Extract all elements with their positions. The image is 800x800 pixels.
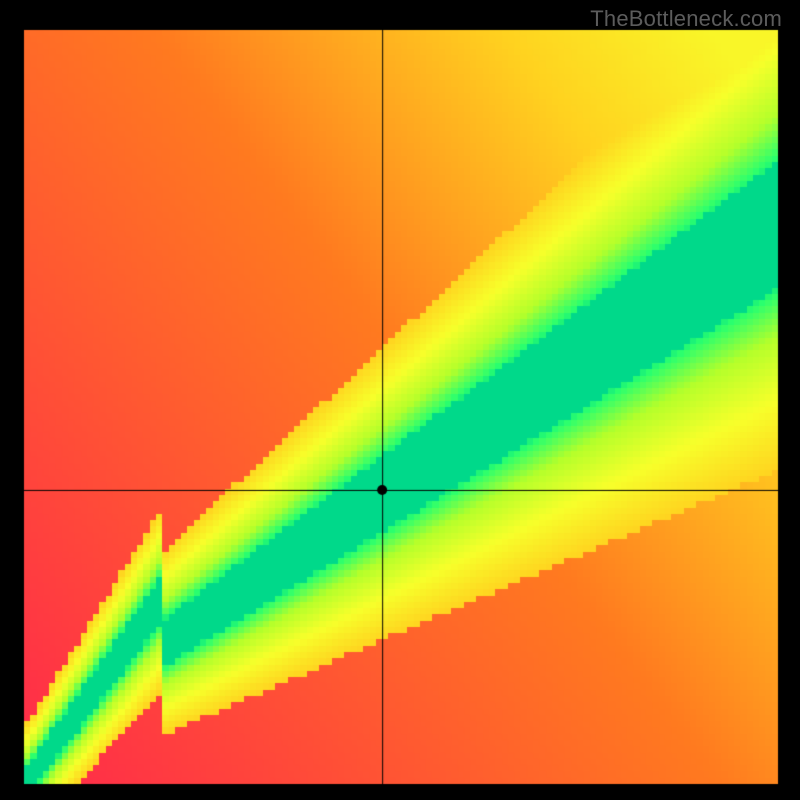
heatmap-canvas — [0, 0, 800, 800]
chart-container: TheBottleneck.com — [0, 0, 800, 800]
watermark-text: TheBottleneck.com — [590, 6, 782, 32]
